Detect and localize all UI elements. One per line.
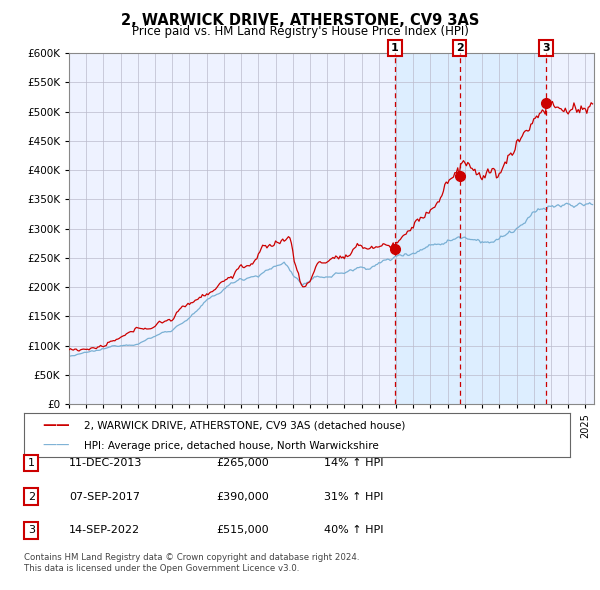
Bar bbox=[395, 53, 460, 404]
Text: 3: 3 bbox=[542, 43, 550, 53]
Text: This data is licensed under the Open Government Licence v3.0.: This data is licensed under the Open Gov… bbox=[24, 565, 299, 573]
Text: £390,000: £390,000 bbox=[216, 492, 269, 502]
Text: 2, WARWICK DRIVE, ATHERSTONE, CV9 3AS: 2, WARWICK DRIVE, ATHERSTONE, CV9 3AS bbox=[121, 13, 479, 28]
Text: Price paid vs. HM Land Registry's House Price Index (HPI): Price paid vs. HM Land Registry's House … bbox=[131, 25, 469, 38]
Text: 2, WARWICK DRIVE, ATHERSTONE, CV9 3AS (detached house): 2, WARWICK DRIVE, ATHERSTONE, CV9 3AS (d… bbox=[84, 421, 406, 430]
Text: 14% ↑ HPI: 14% ↑ HPI bbox=[324, 458, 383, 468]
Text: 2: 2 bbox=[455, 43, 463, 53]
Text: 1: 1 bbox=[28, 458, 35, 468]
Bar bbox=[460, 53, 546, 404]
Text: 3: 3 bbox=[28, 526, 35, 535]
Text: 1: 1 bbox=[391, 43, 399, 53]
Text: 31% ↑ HPI: 31% ↑ HPI bbox=[324, 492, 383, 502]
Text: 2: 2 bbox=[28, 492, 35, 502]
Text: £265,000: £265,000 bbox=[216, 458, 269, 468]
Text: 14-SEP-2022: 14-SEP-2022 bbox=[69, 526, 140, 535]
Text: £515,000: £515,000 bbox=[216, 526, 269, 535]
Text: ——: —— bbox=[42, 439, 70, 453]
Text: 07-SEP-2017: 07-SEP-2017 bbox=[69, 492, 140, 502]
Text: 11-DEC-2013: 11-DEC-2013 bbox=[69, 458, 142, 468]
Text: ——: —— bbox=[42, 418, 70, 432]
Text: HPI: Average price, detached house, North Warwickshire: HPI: Average price, detached house, Nort… bbox=[84, 441, 379, 451]
Text: Contains HM Land Registry data © Crown copyright and database right 2024.: Contains HM Land Registry data © Crown c… bbox=[24, 553, 359, 562]
Text: 40% ↑ HPI: 40% ↑ HPI bbox=[324, 526, 383, 535]
